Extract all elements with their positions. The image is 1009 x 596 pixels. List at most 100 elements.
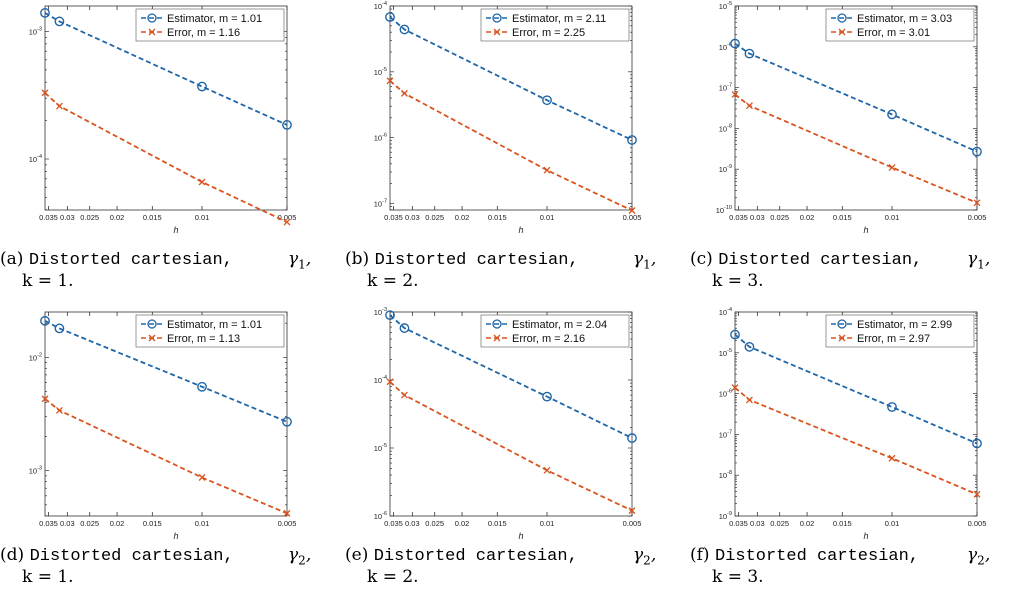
x-tick-label: 0.03 — [405, 519, 420, 528]
y-tick-exp: -7 — [382, 198, 387, 204]
chart-f: 0.035 0.03 0.025 0.02 0.015 0.01 0.005h10-410-… — [719, 307, 987, 541]
data-point-error — [888, 454, 896, 462]
y-tick-exp: -4 — [37, 154, 42, 160]
y-tick-exp: -9 — [727, 511, 732, 517]
y-tick-base: 10 — [374, 512, 382, 521]
legend-box — [825, 314, 975, 348]
y-tick-base: 10 — [719, 349, 727, 358]
data-point-error — [973, 490, 981, 498]
y-tick-base: 10 — [719, 390, 727, 399]
legend-marker-x — [838, 28, 846, 36]
x-tick-label: 0.005 — [968, 519, 987, 528]
x-axis-label: h — [518, 531, 523, 541]
data-point-estimator — [542, 391, 552, 402]
chart-panel-c: 0.035 0.03 0.025 0.02 0.015 0.01 0.005 h 10-5 10-… — [690, 0, 1009, 300]
data-point-error — [888, 164, 896, 171]
caption-tag: (a) — [0, 249, 29, 269]
y-tick-exp: -6 — [727, 42, 732, 48]
y-tick-label: 10-5 — [719, 348, 732, 358]
data-point-estimator — [282, 120, 292, 130]
legend-marker-x — [148, 28, 156, 36]
data-point-estimator — [385, 12, 395, 22]
x-axis-label: h — [173, 531, 178, 541]
data-point-estimator — [197, 81, 207, 92]
chart-c: 0.035 0.03 0.025 0.02 0.015 0.01 0.005h10-510-… — [716, 1, 987, 235]
x-tick-label: 0.02 — [110, 213, 125, 222]
y-tick-base: 10 — [374, 134, 382, 143]
data-point-estimator — [40, 315, 50, 326]
y-tick-exp: -5 — [382, 67, 387, 73]
series-line-0 — [389, 314, 633, 439]
series-line-0 — [734, 333, 978, 445]
data-point-error — [55, 406, 63, 414]
caption-mesh-name: Distorted cartesian, — [373, 547, 578, 566]
y-tick-base: 10 — [719, 430, 727, 439]
legend-marker-x — [148, 334, 156, 342]
y-tick-exp: -6 — [382, 133, 387, 139]
x-tick-label: 0.03 — [750, 519, 765, 528]
legend-box — [135, 314, 285, 348]
x-tick-label: 0.025 — [425, 519, 444, 528]
x-tick-label: 0.035 — [729, 519, 748, 528]
series-line-1 — [44, 92, 288, 223]
data-point-error — [198, 474, 206, 481]
y-tick-label: 10-7 — [374, 198, 387, 208]
y-tick-label: 10-10 — [716, 205, 732, 215]
legend-marker-circle — [492, 13, 502, 23]
series-line-1 — [389, 381, 633, 512]
x-tick-label: 0.005 — [623, 519, 642, 528]
x-tick-label: 0.01 — [885, 519, 900, 528]
y-tick-label: 10-4 — [374, 375, 387, 385]
y-tick-exp: -4 — [382, 1, 387, 7]
caption-gamma: γ2, — [288, 545, 312, 568]
series-line-0 — [389, 16, 633, 141]
y-tick-exp: -2 — [37, 352, 42, 358]
caption-line-1: (f) Distorted cartesian, — [690, 545, 919, 566]
x-tick-label: 0.01 — [540, 213, 555, 222]
y-tick-label: 10-9 — [719, 511, 732, 521]
y-tick-label: 10-4 — [29, 154, 42, 164]
data-point-estimator — [730, 329, 740, 340]
legend-label: Error, m = 1.13 — [167, 333, 240, 345]
y-tick-exp: -5 — [727, 1, 732, 7]
data-point-error — [41, 89, 49, 97]
y-tick-label: 10-6 — [374, 511, 387, 521]
caption-mesh-name: Distorted cartesian, — [374, 251, 579, 270]
y-tick-base: 10 — [719, 471, 727, 480]
caption-line-1: (a) Distorted cartesian, — [0, 249, 233, 270]
caption-k-value: k = 1. — [22, 567, 74, 587]
caption-k-value: k = 2. — [367, 567, 419, 587]
caption-line-1: (d) Distorted cartesian, — [0, 545, 234, 566]
y-tick-exp: -3 — [37, 27, 42, 33]
x-axis-label: h — [863, 531, 868, 541]
y-tick-label: 10-3 — [374, 307, 387, 317]
y-tick-label: 10-7 — [719, 429, 732, 439]
data-point-estimator — [40, 7, 50, 18]
y-tick-exp: -10 — [724, 205, 732, 211]
x-axis-label: h — [173, 225, 178, 235]
legend-marker-circle — [837, 319, 847, 329]
legend-marker-circle — [837, 13, 847, 23]
legend-label: Error, m = 2.97 — [857, 333, 930, 345]
y-tick-base: 10 — [719, 165, 727, 174]
series-line-0 — [44, 12, 288, 126]
y-tick-label: 10-8 — [719, 470, 732, 480]
y-tick-base: 10 — [719, 43, 727, 52]
data-point-estimator — [399, 323, 410, 333]
x-tick-label: 0.035 — [39, 519, 58, 528]
caption-gamma: γ2, — [967, 545, 991, 568]
y-tick-exp: -5 — [382, 443, 387, 449]
caption-tag: (f) — [690, 545, 715, 565]
caption-c: (c) Distorted cartesian, γ1, k = 3. — [690, 248, 1009, 298]
legend-label: Error, m = 3.01 — [857, 27, 930, 39]
chart-b: 0.035 0.03 0.025 0.02 0.015 0.01 0.005h10-410-… — [374, 1, 642, 235]
caption-k-value: k = 3. — [712, 567, 764, 587]
y-tick-label: 10-2 — [29, 352, 42, 362]
chart-a: 0.035 0.03 0.025 0.02 0.015 0.01 0.005h10-310-… — [29, 5, 296, 235]
data-point-error — [628, 507, 636, 515]
data-point-error — [543, 166, 551, 174]
y-tick-exp: -4 — [382, 375, 387, 381]
y-tick-label: 10-4 — [719, 307, 732, 317]
x-tick-label: 0.025 — [425, 213, 444, 222]
data-point-error — [543, 466, 551, 474]
